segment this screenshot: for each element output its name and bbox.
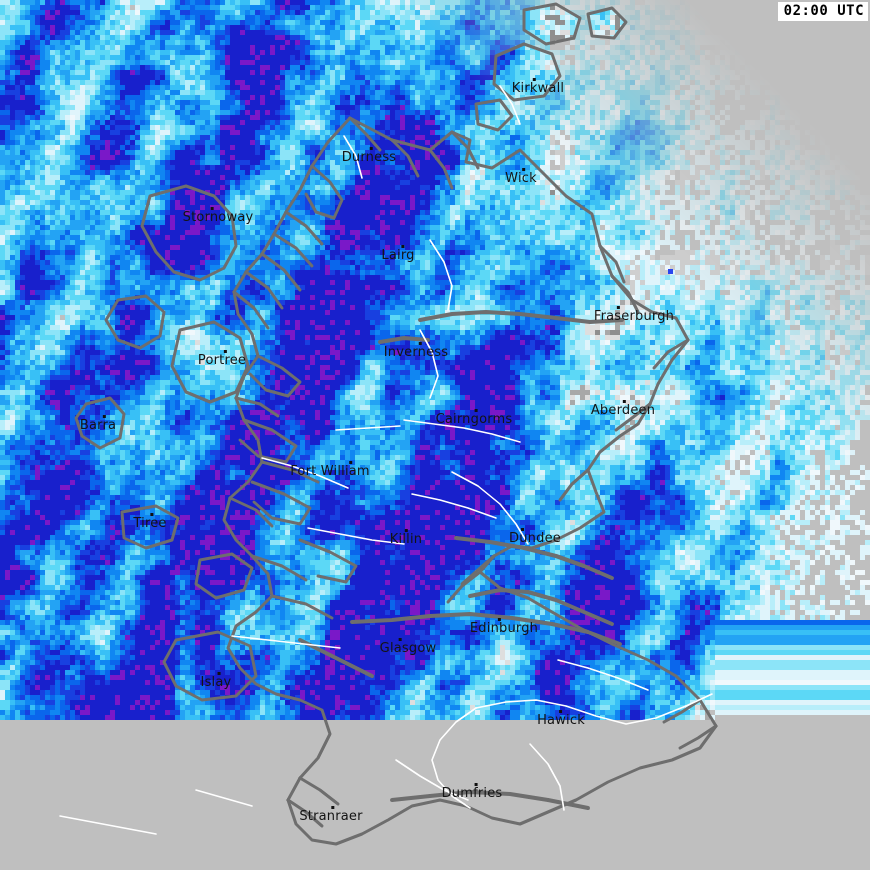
timestamp-badge: 02:00 UTC: [777, 2, 868, 21]
